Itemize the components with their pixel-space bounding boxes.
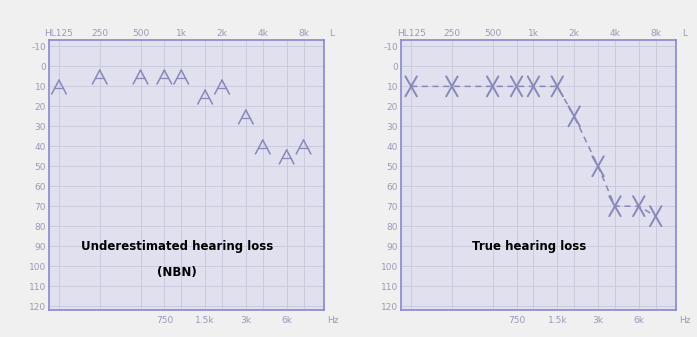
Text: Hz: Hz — [680, 316, 691, 325]
Text: True hearing loss: True hearing loss — [473, 240, 586, 253]
Text: 750: 750 — [155, 316, 173, 325]
Text: 6k: 6k — [281, 316, 292, 325]
Text: Hz: Hz — [327, 316, 339, 325]
Text: (NBN): (NBN) — [158, 266, 197, 279]
Text: 750: 750 — [508, 316, 525, 325]
Text: Underestimated hearing loss: Underestimated hearing loss — [81, 240, 273, 253]
Text: 1.5k: 1.5k — [547, 316, 567, 325]
Text: L: L — [330, 29, 335, 38]
Text: 3k: 3k — [240, 316, 252, 325]
Text: L: L — [682, 29, 687, 38]
Text: 3k: 3k — [592, 316, 604, 325]
Text: 6k: 6k — [634, 316, 644, 325]
Text: 1.5k: 1.5k — [195, 316, 215, 325]
